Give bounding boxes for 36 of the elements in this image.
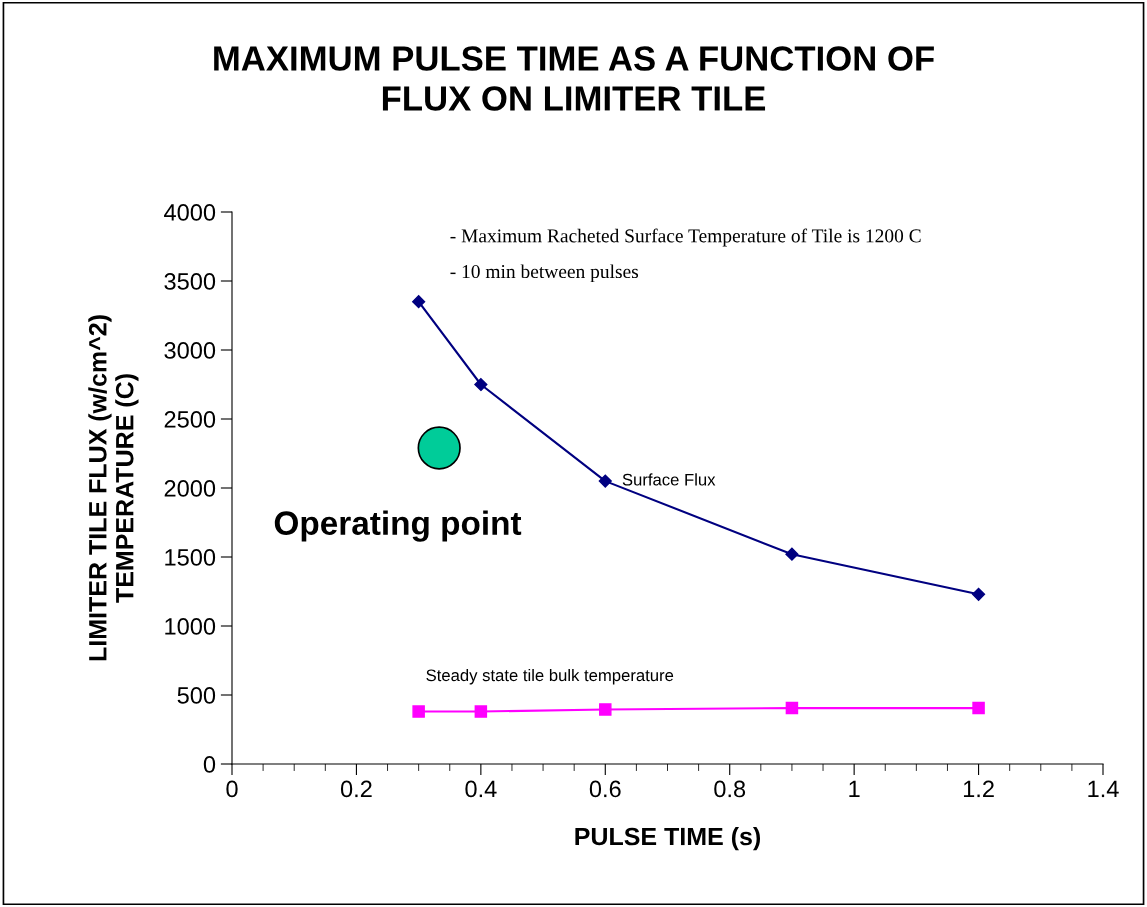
y-tick-label: 2500 — [164, 411, 216, 428]
point — [971, 587, 986, 601]
y-tick-label: 3000 — [164, 342, 216, 359]
x-tick-label: 0.2 — [340, 780, 372, 798]
y-tick-label: 2000 — [164, 480, 216, 497]
y-tick-label: 3500 — [164, 273, 216, 290]
text: Operating point — [274, 510, 522, 542]
x-tick-label: 0.8 — [714, 780, 746, 798]
y-axis-title: LIMITER TILE FLUX (w/cm^2) TEMPERATURE (C) — [88, 315, 139, 661]
point — [417, 426, 461, 470]
y-tick-label: 1500 — [165, 549, 216, 566]
x-tick-label: 1.2 — [963, 780, 994, 798]
x-tick-label: 0 — [226, 780, 238, 798]
y-tick-label: 1000 — [165, 618, 216, 635]
point — [412, 705, 425, 718]
x-tick-label: 1.4 — [1088, 780, 1119, 798]
chart-title: MAXIMUM PULSE TIME AS A FUNCTION OF FLUX ON LIMITER TILE — [214, 46, 934, 111]
point — [412, 295, 426, 309]
annotation: - 10 min between pulses — [450, 264, 639, 283]
point — [474, 377, 488, 392]
series-label: Surface Flux — [622, 473, 716, 486]
series-label: Steady state tile bulk temperature — [426, 668, 674, 685]
x-tick-label: 0.4 — [465, 780, 497, 798]
y-tick-label: 4000 — [164, 204, 216, 221]
point — [598, 474, 612, 488]
point — [785, 547, 799, 561]
annotation: - Maximum Racheted Surface Temperature of Tile is 1200 C — [450, 228, 921, 247]
x-axis-title: PULSE TIME (s) — [575, 826, 761, 851]
y-tick-label: 0 — [203, 756, 216, 773]
point — [599, 703, 612, 716]
point — [474, 705, 488, 718]
point — [785, 701, 799, 715]
y-tick-label: 500 — [177, 687, 216, 704]
x-tick-label: 0.6 — [589, 780, 621, 798]
x-tick-label: 1 — [849, 780, 860, 798]
point — [972, 701, 985, 715]
